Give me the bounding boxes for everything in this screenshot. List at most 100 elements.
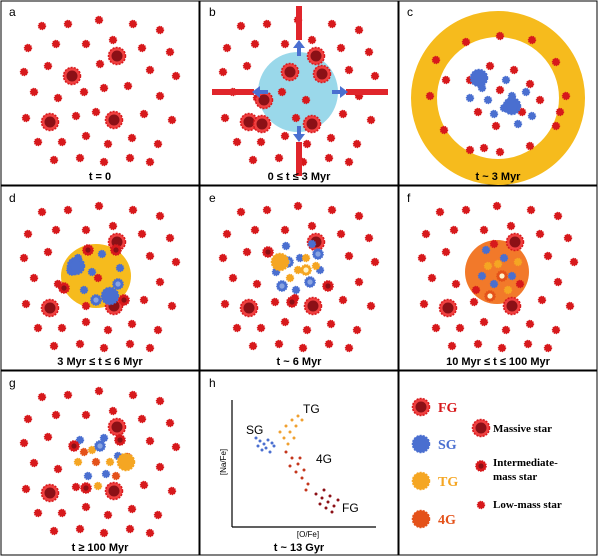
fg-L-star (262, 19, 272, 29)
tg-L-star (311, 261, 321, 271)
fg-L-star (441, 75, 451, 85)
tg-point (286, 442, 290, 446)
panel-d-stars (19, 201, 181, 353)
fg-L-star (525, 141, 535, 151)
sg-M-star (100, 286, 120, 306)
fg-L-star (291, 113, 301, 123)
fg-L-star (354, 277, 364, 287)
panel-c-stars (425, 31, 571, 157)
fg-L-star (301, 95, 311, 105)
sg-L-star (481, 245, 491, 255)
fg-L-star (33, 508, 43, 518)
fg-L-star (421, 229, 431, 239)
fg-L-star (565, 301, 575, 311)
fg-L-star (489, 239, 499, 249)
fg-L-star (125, 339, 135, 349)
fg-L-star (485, 61, 495, 71)
g4-L-star (111, 471, 121, 481)
fg-M-star (62, 66, 82, 86)
sg-L-star (87, 267, 97, 277)
legend-icon-low-mass (476, 500, 486, 510)
fg-L-star (37, 21, 47, 31)
fg-L-star (435, 207, 445, 217)
group-label-4g: 4G (316, 452, 332, 466)
fg-L-star (302, 139, 312, 149)
sg-L-star (527, 111, 537, 121)
sg-I-star (112, 278, 124, 290)
group-label-tg: TG (303, 402, 320, 416)
fg-L-star (79, 87, 89, 97)
arrow-red-top (296, 6, 302, 40)
4g-point (302, 468, 306, 472)
sg-L-star (501, 75, 511, 85)
fg-L-star (523, 339, 533, 349)
fg-L-star (242, 61, 252, 71)
panel-f-stars (417, 201, 579, 353)
sg-point (260, 448, 264, 452)
fg-L-star (553, 211, 563, 221)
panel-letter-g: g (9, 376, 16, 390)
sg-M-star (469, 68, 489, 88)
fg-L-star (57, 323, 67, 333)
fg-L-star (280, 225, 290, 235)
sg-point (262, 442, 266, 446)
abundance-plot: [Na/Fe] [O/Fe] SG TG 4G FG (219, 400, 376, 539)
time-label-h: t ~ 13 Gyr (274, 542, 325, 554)
tg-L-star (105, 457, 115, 467)
fg-L-star (473, 339, 483, 349)
fg-L-star (33, 137, 43, 147)
fg-L-star (336, 43, 346, 53)
fg-L-star (270, 297, 280, 307)
sg-point (266, 438, 270, 442)
fg-L-star (127, 319, 137, 329)
panel-g-stars (19, 386, 181, 538)
fg-L-star (553, 277, 563, 287)
tg-point (300, 418, 304, 422)
fg-L-star (155, 462, 165, 472)
sg-L-star (489, 109, 499, 119)
fg-L-star (95, 59, 105, 69)
time-label-g: t ≥ 100 Myr (72, 542, 130, 554)
time-labels: t = 0 0 ≤ t ≤ 3 Myr t ~ 3 Myr 3 Myr ≤ t … (57, 171, 550, 554)
fg-L-star (324, 339, 334, 349)
panel-f-gas-cloud (465, 240, 529, 304)
fg-L-star (326, 133, 336, 143)
fg-L-star (352, 139, 362, 149)
fg-L-star (137, 414, 147, 424)
fg-L-star (218, 253, 228, 263)
sg-L-star (477, 271, 487, 281)
sg-L-star (79, 285, 89, 295)
fg-L-star (419, 299, 429, 309)
fg-L-star (495, 85, 505, 95)
fg-L-star (252, 279, 262, 289)
fg-L-star (479, 143, 489, 153)
sg-L-star (281, 241, 291, 251)
time-label-f: 10 Myr ≤ t ≤ 100 Myr (446, 356, 551, 368)
fg-L-star (19, 253, 29, 263)
tg-point (284, 424, 288, 428)
fg-L-star (51, 225, 61, 235)
fg-point (328, 494, 332, 498)
legend-intermediate-line1: Intermediate- (493, 457, 558, 469)
fg-L-star (425, 91, 435, 101)
fg-M-star (312, 64, 332, 84)
fg-L-star (155, 25, 165, 35)
fg-L-star (495, 147, 505, 157)
sg-M-star (66, 256, 86, 276)
fg-L-star (94, 201, 104, 211)
fg-L-star (99, 528, 109, 538)
fg-L-star (256, 323, 266, 333)
sg-L-star (101, 469, 111, 479)
fg-L-star (71, 482, 81, 492)
4g-point (304, 488, 308, 492)
g4-L-star (91, 457, 101, 467)
tg-point (282, 436, 286, 440)
fg-L-star (145, 436, 155, 446)
fg-L-star (535, 95, 545, 105)
fg-L-star (535, 229, 545, 239)
fg-L-star (165, 233, 175, 243)
fg-L-star (125, 153, 135, 163)
fg-L-star (127, 504, 137, 514)
sg-L-star (499, 253, 509, 263)
